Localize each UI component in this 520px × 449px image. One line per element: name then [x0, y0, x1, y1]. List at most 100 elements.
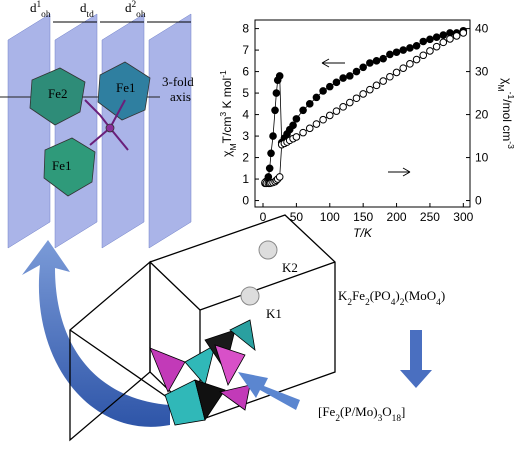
- data-point: [292, 133, 301, 141]
- data-point: [406, 44, 414, 52]
- data-point: [419, 51, 428, 60]
- text-part: d: [30, 0, 37, 15]
- polyhedra: [149, 319, 256, 426]
- text-part: ): [395, 288, 399, 303]
- data-point: [412, 55, 421, 64]
- y2-tick-label: 20: [475, 108, 489, 122]
- data-point: [332, 78, 341, 87]
- ion-label: Fe1: [52, 158, 72, 173]
- unit-formula: [Fe2(P/Mo)3O18]: [318, 404, 405, 424]
- y2-tick-label: 40: [475, 22, 489, 36]
- data-point: [359, 90, 367, 98]
- text-part: M: [228, 143, 238, 150]
- data-point: [299, 106, 307, 115]
- text-part: (P/Mo): [340, 404, 378, 419]
- text-part: -1: [218, 70, 228, 78]
- pointer-arrow: [238, 372, 300, 410]
- octahedra: [29, 61, 151, 197]
- data-point: [399, 46, 408, 54]
- k2-sphere: [258, 240, 278, 260]
- y2-tick-label: 10: [475, 151, 489, 165]
- arrow-left: [321, 58, 345, 68]
- data-point: [426, 35, 434, 44]
- down-arrow: [400, 330, 432, 388]
- data-point: [426, 47, 434, 55]
- data-point: [325, 82, 334, 91]
- data-point: [432, 42, 441, 51]
- data-point: [319, 115, 327, 124]
- text-part: 2: [365, 298, 370, 308]
- data-point: [366, 59, 374, 67]
- data-point: [439, 31, 448, 39]
- text-part: -3: [506, 141, 516, 149]
- text-part: 4: [436, 298, 441, 308]
- data-point: [299, 128, 307, 137]
- plot-frame: [254, 19, 471, 208]
- data-point: [459, 29, 468, 37]
- data-point: [267, 149, 275, 158]
- data-point: [305, 100, 314, 108]
- y-tick-label: 3: [242, 129, 249, 143]
- text-part: M: [496, 84, 506, 91]
- site-label: K2: [282, 260, 298, 275]
- data-point: [359, 63, 367, 72]
- text-part: [Fe: [318, 404, 336, 419]
- data-point: [275, 173, 284, 181]
- text-part: K mol: [220, 78, 234, 112]
- data-point: [269, 132, 277, 140]
- text-part: (MoO: [404, 288, 436, 303]
- text-part: 4: [391, 298, 396, 308]
- data-point: [419, 37, 428, 46]
- text-part: χ: [500, 78, 514, 85]
- spacing-label: d1oh: [30, 0, 51, 20]
- text-part: d: [125, 0, 132, 15]
- y-tick-label: 7: [242, 43, 249, 57]
- text-part: 18: [392, 414, 402, 424]
- text-part: 1: [37, 0, 42, 10]
- series-line: [264, 30, 464, 184]
- spacing-label: d2oh: [125, 0, 146, 20]
- data-point: [352, 67, 361, 76]
- site-label: K1: [266, 306, 282, 321]
- data-point: [305, 124, 314, 133]
- data-point: [386, 50, 394, 59]
- data-point: [446, 35, 454, 43]
- text-part: 3: [378, 414, 383, 424]
- data-point: [452, 32, 461, 40]
- data-point: [325, 111, 334, 120]
- x-tick-label: 250: [420, 210, 440, 224]
- y-tick-label: 6: [242, 65, 249, 79]
- x-tick-label: 0: [260, 210, 267, 224]
- data-point: [392, 68, 401, 77]
- text-part: 2: [335, 414, 340, 424]
- text-part: oh: [136, 10, 146, 20]
- data-point: [332, 107, 341, 115]
- y-tick-label: 2: [242, 151, 249, 165]
- text-part: /mol cm: [500, 99, 514, 141]
- y-tick-label: 8: [242, 22, 249, 36]
- planes: [7, 13, 192, 249]
- spacing-label: dtd: [80, 0, 94, 20]
- data-point: [319, 87, 327, 95]
- text-part: T/cm: [220, 117, 234, 144]
- data-point: [275, 72, 284, 80]
- data-point: [412, 41, 421, 50]
- data-point: [406, 60, 414, 68]
- x-tick-label: 200: [387, 210, 407, 224]
- y2-tick-label: 0: [475, 194, 482, 208]
- data-point: [312, 93, 321, 102]
- y-tick-label: 0: [242, 194, 249, 208]
- y-tick-label: 5: [242, 86, 249, 100]
- text-part: -1: [506, 92, 516, 100]
- data-point: [339, 103, 347, 111]
- data-point: [432, 33, 441, 41]
- curved-arrow: [22, 240, 170, 427]
- data-point: [339, 74, 347, 82]
- data-point: [346, 98, 354, 107]
- data-point: [379, 54, 387, 63]
- axis-label: axis: [170, 89, 191, 104]
- ion-label: Fe2: [48, 86, 68, 101]
- data-point: [352, 94, 361, 103]
- data-point: [265, 164, 274, 173]
